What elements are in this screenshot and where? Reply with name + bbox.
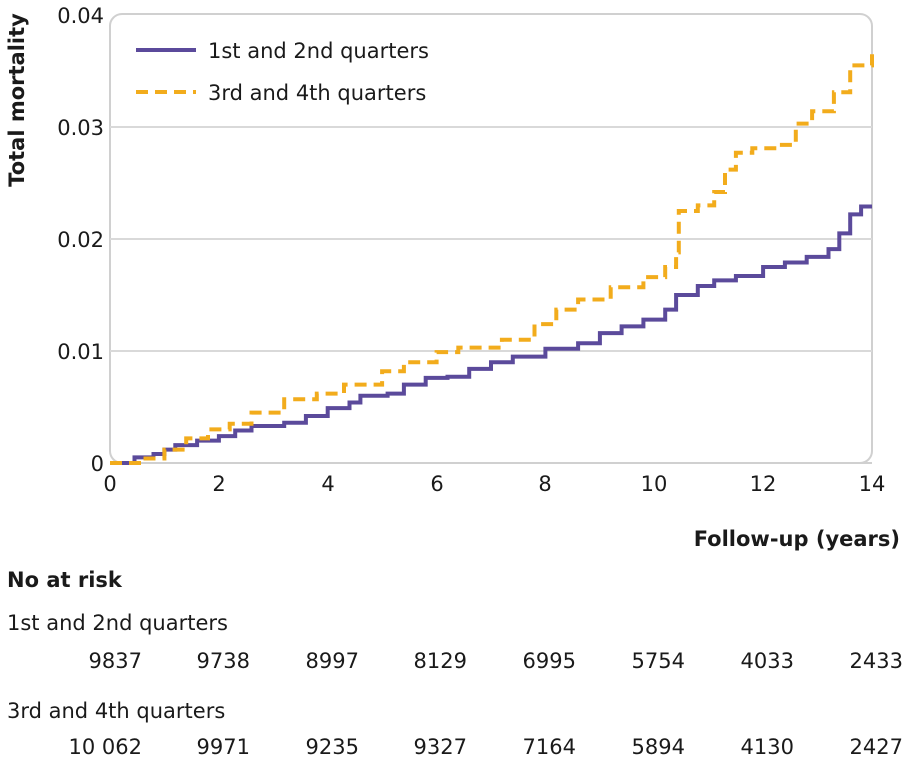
series-line-1 <box>110 204 872 465</box>
y-axis-title: Total mortality <box>5 13 29 187</box>
risk-value: 9235 <box>305 735 359 759</box>
risk-value: 5894 <box>631 735 685 759</box>
x-tick-label: 4 <box>321 472 334 496</box>
y-tick-label: 0.01 <box>57 340 104 364</box>
risk-group-label: 3rd and 4th quarters <box>7 699 226 723</box>
series-lines <box>110 54 874 465</box>
x-tick-label: 8 <box>538 472 551 496</box>
risk-value: 9837 <box>88 649 142 673</box>
risk-value: 8129 <box>413 649 467 673</box>
grid-lines <box>110 126 872 464</box>
risk-value: 7164 <box>522 735 576 759</box>
risk-value: 4033 <box>740 649 794 673</box>
x-tick-label: 10 <box>641 472 668 496</box>
x-tick-labels: 0 2 4 6 8 10 12 14 <box>103 472 885 496</box>
risk-value: 2427 <box>849 735 903 759</box>
y-tick-labels: 0 0.01 0.02 0.03 0.04 <box>57 4 104 476</box>
risk-value: 2433 <box>849 649 903 673</box>
risk-value: 9971 <box>196 735 250 759</box>
y-tick-label: 0.03 <box>57 116 104 140</box>
risk-value: 5754 <box>631 649 685 673</box>
risk-value: 9738 <box>196 649 250 673</box>
x-tick-label: 12 <box>750 472 777 496</box>
x-tick-label: 0 <box>103 472 116 496</box>
x-tick-label: 14 <box>859 472 886 496</box>
series-line-2 <box>110 54 874 465</box>
risk-value: 9327 <box>413 735 467 759</box>
legend: 1st and 2nd quarters 3rd and 4th quarter… <box>136 39 429 105</box>
risk-value: 6995 <box>522 649 576 673</box>
y-tick-label: 0 <box>91 452 104 476</box>
y-tick-label: 0.04 <box>57 4 104 28</box>
legend-label-series-1: 1st and 2nd quarters <box>208 39 429 63</box>
risk-table-heading: No at risk <box>7 568 122 592</box>
km-chart: 0 0.01 0.02 0.03 0.04 0 2 4 6 8 10 12 14… <box>5 4 900 551</box>
risk-value: 4130 <box>740 735 794 759</box>
y-tick-label: 0.02 <box>57 228 104 252</box>
legend-label-series-2: 3rd and 4th quarters <box>208 81 426 105</box>
x-axis-title: Follow-up (years) <box>694 527 900 551</box>
risk-group-label: 1st and 2nd quarters <box>7 611 228 635</box>
risk-value: 8997 <box>305 649 359 673</box>
risk-value: 10 062 <box>68 735 142 759</box>
x-tick-label: 6 <box>430 472 443 496</box>
x-tick-label: 2 <box>212 472 225 496</box>
